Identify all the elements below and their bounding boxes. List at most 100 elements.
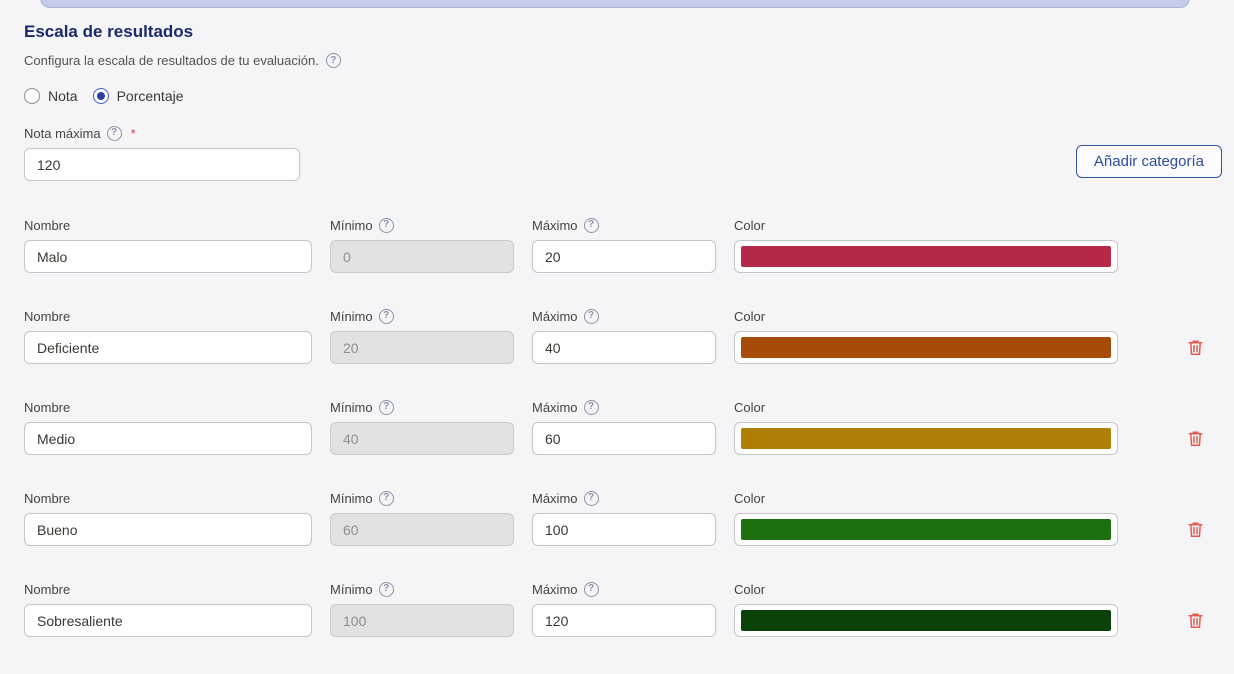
color-bar (741, 246, 1111, 267)
min-field: Mínimo ? (330, 308, 514, 364)
max-grade-input[interactable] (24, 148, 300, 181)
column-label-color: Color (734, 308, 766, 324)
color-bar (741, 428, 1111, 449)
min-field: Mínimo ? (330, 217, 514, 273)
category-max-input[interactable] (532, 331, 716, 364)
color-field: Color (734, 490, 1118, 546)
min-help-icon[interactable]: ? (378, 399, 394, 415)
category-row: Nombre Mínimo ? Máximo ? Color (24, 308, 1222, 364)
min-help-icon[interactable]: ? (378, 308, 394, 324)
max-help-icon[interactable]: ? (583, 581, 599, 597)
column-label-minimo: Mínimo (330, 581, 373, 597)
page-title: Escala de resultados (24, 22, 194, 41)
category-row: Nombre Mínimo ? Máximo ? Color (24, 490, 1222, 546)
column-label-minimo: Mínimo (330, 399, 373, 415)
category-name-input[interactable] (24, 331, 312, 364)
max-field: Máximo ? (532, 308, 716, 364)
delete-cell (1136, 331, 1234, 364)
category-min-input (330, 513, 514, 546)
column-label-minimo: Mínimo (330, 217, 373, 233)
delete-category-button[interactable] (1188, 521, 1203, 538)
subtitle-help-icon[interactable]: ? (325, 53, 341, 68)
delete-category-button[interactable] (1188, 430, 1203, 447)
max-help-icon[interactable]: ? (583, 490, 599, 506)
color-input[interactable] (734, 513, 1118, 546)
column-label-maximo: Máximo (532, 308, 578, 324)
min-help-icon[interactable]: ? (378, 217, 394, 233)
color-field: Color (734, 217, 1118, 273)
radio-option-nota[interactable]: Nota (24, 88, 78, 104)
name-field: Nombre (24, 308, 312, 364)
min-field: Mínimo ? (330, 490, 514, 546)
category-max-input[interactable] (532, 240, 716, 273)
max-help-icon[interactable]: ? (583, 217, 599, 233)
max-field: Máximo ? (532, 581, 716, 637)
column-label-nombre: Nombre (24, 399, 71, 415)
radio-label: Porcentaje (116, 88, 184, 104)
radio-label: Nota (48, 88, 78, 104)
max-help-icon[interactable]: ? (583, 399, 599, 415)
column-label-nombre: Nombre (24, 308, 71, 324)
min-help-icon[interactable]: ? (378, 581, 394, 597)
column-label-maximo: Máximo (532, 217, 578, 233)
name-field: Nombre (24, 217, 312, 273)
color-input[interactable] (734, 240, 1118, 273)
category-min-input (330, 604, 514, 637)
max-grade-field: Nota máxima ? * (24, 125, 300, 181)
max-field: Máximo ? (532, 399, 716, 455)
category-row: Nombre Mínimo ? Máximo ? Color (24, 399, 1222, 455)
column-label-maximo: Máximo (532, 399, 578, 415)
max-field: Máximo ? (532, 490, 716, 546)
delete-cell (1136, 422, 1234, 455)
trash-icon (1188, 431, 1203, 447)
color-input[interactable] (734, 604, 1118, 637)
delete-cell (1136, 604, 1234, 637)
category-row: Nombre Mínimo ? Máximo ? Color (24, 217, 1222, 273)
min-field: Mínimo ? (330, 399, 514, 455)
color-bar (741, 519, 1111, 540)
delete-cell (1136, 513, 1234, 546)
max-grade-label: Nota máxima (24, 125, 101, 141)
page-subtitle: Configura la escala de resultados de tu … (24, 53, 319, 68)
category-max-input[interactable] (532, 604, 716, 637)
column-label-color: Color (734, 399, 766, 415)
max-field: Máximo ? (532, 217, 716, 273)
radio-option-porcentaje[interactable]: Porcentaje (92, 88, 184, 104)
column-label-nombre: Nombre (24, 581, 71, 597)
category-max-input[interactable] (532, 422, 716, 455)
column-label-color: Color (734, 490, 766, 506)
category-name-input[interactable] (24, 240, 312, 273)
trash-icon (1188, 522, 1203, 538)
color-bar (741, 337, 1111, 358)
category-min-input (330, 331, 514, 364)
trash-icon (1188, 613, 1203, 629)
required-asterisk: * (130, 125, 136, 141)
column-label-color: Color (734, 217, 766, 233)
column-label-color: Color (734, 581, 766, 597)
category-name-input[interactable] (24, 422, 312, 455)
category-max-input[interactable] (532, 513, 716, 546)
column-label-nombre: Nombre (24, 217, 71, 233)
max-help-icon[interactable]: ? (583, 308, 599, 324)
column-label-nombre: Nombre (24, 490, 71, 506)
name-field: Nombre (24, 581, 312, 637)
color-field: Color (734, 581, 1118, 637)
max-grade-help-icon[interactable]: ? (106, 125, 122, 141)
delete-category-button[interactable] (1188, 612, 1203, 629)
column-label-minimo: Mínimo (330, 490, 373, 506)
delete-cell (1136, 240, 1234, 273)
min-help-icon[interactable]: ? (378, 490, 394, 506)
name-field: Nombre (24, 399, 312, 455)
min-field: Mínimo ? (330, 581, 514, 637)
delete-category-button[interactable] (1188, 339, 1203, 356)
column-label-maximo: Máximo (532, 581, 578, 597)
add-category-button[interactable]: Añadir categoría (1075, 145, 1222, 178)
color-input[interactable] (734, 331, 1118, 364)
category-name-input[interactable] (24, 604, 312, 637)
category-name-input[interactable] (24, 513, 312, 546)
name-field: Nombre (24, 490, 312, 546)
column-label-maximo: Máximo (532, 490, 578, 506)
scale-type-radio-group: Nota Porcentaje (24, 88, 1222, 104)
color-input[interactable] (734, 422, 1118, 455)
category-min-input (330, 422, 514, 455)
